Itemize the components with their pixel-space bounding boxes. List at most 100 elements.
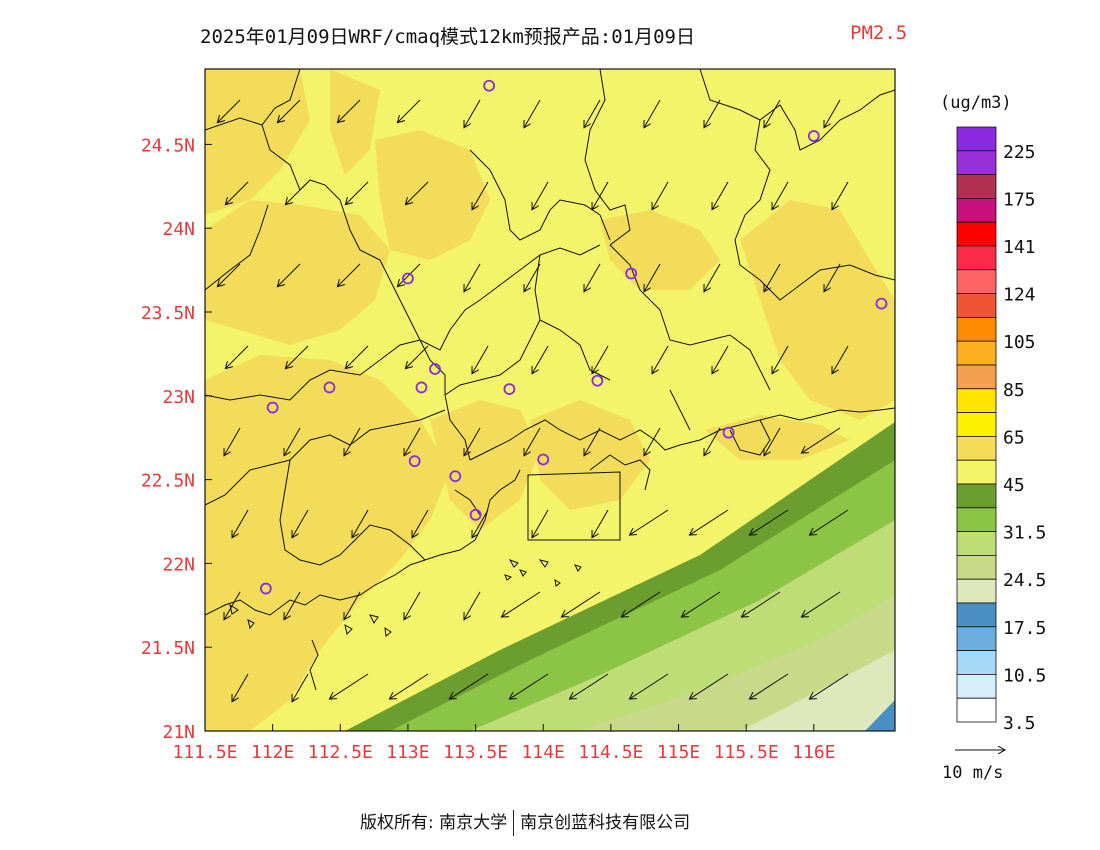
- legend-swatch: [956, 507, 997, 532]
- wind-arrow: [524, 99, 541, 128]
- wind-arrow: [277, 263, 301, 287]
- station-marker: [625, 267, 638, 280]
- wind-arrow: [509, 673, 549, 699]
- wind-arrow: [629, 673, 669, 699]
- wind-arrow: [472, 509, 489, 538]
- lat-tick-label: 22N: [162, 554, 195, 575]
- lat-tick-label: 24.5N: [141, 135, 195, 156]
- wind-arrow: [681, 591, 721, 617]
- station-marker: [722, 426, 735, 439]
- wind-arrow: [292, 509, 309, 538]
- monitoring-stations: [259, 79, 888, 595]
- legend-label: 10.5: [1003, 665, 1046, 686]
- lon-tick-label: 111.5E: [172, 742, 237, 763]
- station-marker: [807, 130, 820, 142]
- lat-tick-label: 23N: [162, 387, 195, 408]
- legend-label: 31.5: [1003, 523, 1046, 544]
- legend-swatch: [956, 245, 997, 271]
- station-marker: [503, 383, 516, 396]
- administrative-boundaries: [205, 69, 895, 691]
- wind-arrow: [569, 673, 609, 699]
- lat-tick-label: 21N: [162, 722, 195, 743]
- wind-arrow: [217, 99, 241, 123]
- copyright-footer: 版权所有: 南京大学 南京创蓝科技有限公司: [360, 808, 690, 836]
- legend-swatch: [956, 364, 997, 390]
- wind-arrow: [704, 263, 721, 292]
- wind-arrow: [644, 99, 661, 128]
- map-title: 2025年01月09日WRF/cmaq模式12km预报产品:01月09日: [200, 26, 695, 48]
- legend-swatch: [956, 555, 997, 580]
- map-frame: [204, 68, 896, 732]
- legend-swatch: [956, 197, 997, 223]
- lon-tick-label: 113.5E: [443, 742, 508, 763]
- legend-swatch: [956, 483, 997, 509]
- legend-swatch: [956, 626, 997, 651]
- legend-swatch: [956, 150, 997, 176]
- legend-unit: (ug/m3): [940, 93, 1012, 113]
- wind-arrow: [285, 181, 309, 205]
- wind-arrow: [284, 591, 301, 620]
- legend-swatch: [956, 340, 997, 366]
- wind-arrow: [217, 263, 241, 287]
- wind-arrow: [704, 427, 721, 456]
- legend-swatch: [956, 316, 997, 342]
- lon-tick-label: 116E: [792, 742, 835, 763]
- wind-arrow: [584, 263, 601, 292]
- wind-arrow: [225, 181, 249, 205]
- station-marker: [537, 453, 550, 466]
- wind-arrow: [277, 99, 301, 123]
- legend-swatch: [956, 388, 997, 413]
- wind-arrow: [524, 263, 541, 292]
- lon-tick-label: 113E: [386, 742, 429, 763]
- wind-arrow: [464, 99, 481, 128]
- wind-arrow: [232, 509, 249, 538]
- wind-arrow: [404, 591, 421, 620]
- wind-arrow: [832, 345, 849, 374]
- lon-tick-label: 112.5E: [308, 742, 373, 763]
- wind-arrow: [801, 427, 841, 453]
- wind-arrow: [449, 673, 489, 699]
- wind-arrow: [524, 427, 541, 456]
- wind-arrow: [464, 591, 481, 620]
- wind-arrow: [704, 99, 721, 128]
- station-marker: [875, 297, 888, 310]
- lon-tick-label: 114E: [522, 742, 565, 763]
- legend-swatch: [956, 412, 997, 437]
- lat-tick-label: 23.5N: [141, 303, 195, 324]
- station-marker: [449, 470, 462, 483]
- legend-swatch: [956, 459, 997, 485]
- legend-label: 45: [1003, 475, 1025, 496]
- wind-arrow: [652, 345, 669, 374]
- longitude-axis: 111.5E 112E 112.5E 113E 113.5E 114E 114.5E 115E…: [172, 724, 836, 763]
- wind-arrow: [532, 509, 549, 538]
- station-marker: [323, 381, 336, 394]
- wind-arrow: [404, 427, 421, 456]
- station-marker: [259, 582, 272, 595]
- wind-arrow: [344, 591, 361, 620]
- station-marker: [402, 272, 414, 285]
- wind-arrow: [741, 591, 781, 617]
- wind-arrow: [644, 427, 661, 456]
- wind-arrow: [397, 99, 421, 123]
- footer-separator: [513, 810, 515, 836]
- wind-arrow: [344, 427, 361, 456]
- wind-arrow: [464, 263, 481, 292]
- wind-arrow: [689, 509, 729, 535]
- wind-arrow: [824, 99, 841, 128]
- legend-swatch: [956, 435, 997, 461]
- legend-label: 17.5: [1003, 618, 1046, 639]
- legend-swatch: [956, 126, 997, 152]
- wind-arrow: [809, 673, 849, 699]
- legend-swatch: [956, 293, 997, 318]
- station-marker: [415, 381, 428, 394]
- wind-arrow: [824, 263, 841, 292]
- wind-arrow: [329, 673, 369, 699]
- station-marker: [591, 374, 604, 387]
- wind-arrow: [224, 427, 241, 456]
- wind-arrow: [689, 673, 729, 699]
- legend-label: 65: [1003, 427, 1025, 448]
- concentration-field: [205, 69, 895, 731]
- lat-tick-label: 22.5N: [141, 471, 195, 492]
- wind-arrow: [749, 673, 789, 699]
